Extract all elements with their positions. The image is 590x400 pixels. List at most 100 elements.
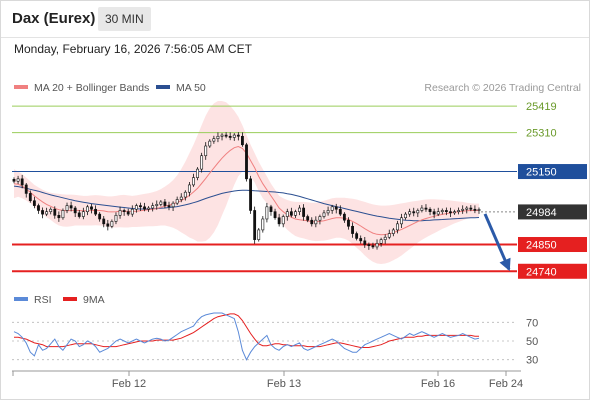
level-label-25150: 25150 <box>518 164 587 180</box>
candle <box>379 237 383 247</box>
candle <box>200 152 204 173</box>
candle-body <box>159 201 163 205</box>
candle <box>57 211 61 222</box>
candle <box>118 206 122 219</box>
candle <box>432 208 436 219</box>
candle-body <box>326 210 330 214</box>
x-tick-label: Feb 12 <box>112 378 146 390</box>
level-tag <box>518 204 587 220</box>
candle-body <box>122 210 126 212</box>
candle <box>359 235 363 244</box>
level-tag <box>518 237 587 253</box>
candle <box>400 213 403 228</box>
candle-body <box>167 205 171 208</box>
candle <box>294 209 297 218</box>
candle-body <box>371 245 375 248</box>
candle-body <box>32 200 36 206</box>
forecast-arrow-shaft <box>483 213 511 270</box>
candle <box>175 196 179 206</box>
candle-body <box>192 177 195 186</box>
candle <box>12 177 16 184</box>
candle <box>20 174 24 189</box>
candle <box>298 205 301 216</box>
price-legend: MA 20 + Bollinger Bands MA 50 Research ©… <box>14 82 581 94</box>
candle <box>453 209 456 215</box>
candle <box>41 207 44 219</box>
rsi-ma-line <box>14 313 479 348</box>
candle-body <box>404 213 407 219</box>
candle <box>249 175 252 214</box>
candle-body <box>432 211 436 215</box>
candle <box>212 135 216 144</box>
candle-body <box>318 216 322 221</box>
candle <box>86 204 89 216</box>
candle-body <box>183 191 187 198</box>
candle-body <box>412 211 416 214</box>
candle-body <box>187 184 191 193</box>
candle <box>420 205 424 213</box>
candle-body <box>436 211 440 215</box>
candle-body <box>334 206 338 210</box>
candle-body <box>175 199 179 204</box>
candle-body <box>110 221 114 227</box>
candle-body <box>428 208 432 212</box>
candle-body <box>245 144 248 180</box>
level-value: 24984 <box>526 207 557 219</box>
candle-body <box>106 223 110 227</box>
rsi-tick-label: 30 <box>526 355 538 367</box>
candle <box>24 182 28 198</box>
candle <box>130 205 134 217</box>
candle <box>302 204 306 221</box>
rsi-tick-label: 50 <box>526 336 538 348</box>
candle <box>53 206 57 219</box>
candle <box>208 139 212 148</box>
rsi-panel: 70 50 30 <box>12 312 538 367</box>
candle <box>412 207 416 217</box>
rsi-legend-label: RSI <box>34 294 52 306</box>
candle-body <box>126 211 130 215</box>
candle-body <box>228 135 232 138</box>
candle-body <box>400 217 403 225</box>
candle-body <box>289 211 293 216</box>
candle-body <box>200 155 204 170</box>
candles <box>12 132 481 250</box>
candle-body <box>69 205 73 209</box>
candle-body <box>269 206 273 212</box>
candle <box>122 208 126 216</box>
candle <box>383 234 387 244</box>
candle-body <box>253 210 257 240</box>
interval-button[interactable]: 30 MIN <box>98 7 151 31</box>
candle-body <box>342 213 346 221</box>
chart-header: Dax (Eurex) 30 MIN <box>1 1 589 38</box>
candle-body <box>310 219 314 225</box>
candle <box>334 203 338 214</box>
candle <box>245 142 248 182</box>
candle-body <box>473 208 477 211</box>
candle <box>347 217 350 230</box>
candle <box>32 196 36 209</box>
candle-body <box>249 178 252 211</box>
candle <box>134 203 138 213</box>
candle <box>114 212 118 225</box>
candle <box>265 202 269 223</box>
candle <box>371 242 375 249</box>
candle-body <box>298 207 301 212</box>
rsi-tick-label: 70 <box>526 317 538 329</box>
candle-body <box>387 233 391 238</box>
candle <box>289 207 293 218</box>
candle <box>232 133 236 141</box>
candle <box>285 208 289 221</box>
candle <box>77 209 81 219</box>
candle-body <box>379 239 383 244</box>
candle <box>310 217 314 227</box>
candle <box>318 214 322 225</box>
candle-body <box>171 202 175 208</box>
candle <box>404 212 407 220</box>
candle <box>449 207 452 218</box>
candle <box>65 202 69 214</box>
candle-body <box>163 201 167 206</box>
candle <box>241 132 244 147</box>
candle <box>106 219 110 231</box>
candle-body <box>143 206 146 210</box>
